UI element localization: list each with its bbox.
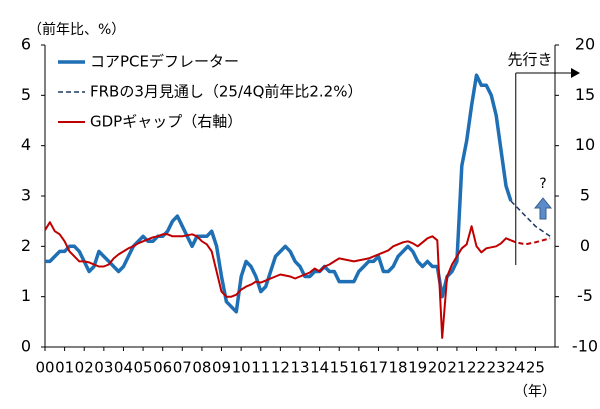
x-tick-label: 17 <box>369 359 388 377</box>
y-tick-label: 5 <box>21 85 31 104</box>
y2-tick-label: 5 <box>580 186 590 205</box>
y-tick-label: 2 <box>21 236 31 255</box>
x-axis-label: （年） <box>514 384 556 400</box>
x-tick-label: 06 <box>153 359 172 377</box>
x-tick-label: 25 <box>526 359 545 377</box>
question-mark: ? <box>539 176 546 192</box>
x-tick-label: 21 <box>447 359 466 377</box>
legend-label: GDPギャップ（右軸） <box>90 113 242 131</box>
y2-tick-label: 0 <box>580 236 590 255</box>
legend-label: コアPCEデフレーター <box>90 53 239 71</box>
x-tick-label: 05 <box>134 359 153 377</box>
x-tick-label: 10 <box>232 359 251 377</box>
y-tick-label: 4 <box>21 135 31 154</box>
forecast-label: 先行き <box>507 51 552 69</box>
x-tick-label: 19 <box>408 359 427 377</box>
y-axis-label: （前年比、%） <box>28 21 125 38</box>
x-tick-label: 04 <box>114 359 133 377</box>
y2-tick-label: 10 <box>575 135 595 154</box>
x-tick-label: 02 <box>75 359 94 377</box>
x-tick-label: 11 <box>251 359 270 377</box>
x-tick-label: 12 <box>271 359 290 377</box>
x-tick-label: 23 <box>487 359 506 377</box>
x-tick-label: 18 <box>389 359 408 377</box>
x-tick-label: 15 <box>330 359 349 377</box>
x-tick-label: 13 <box>290 359 309 377</box>
series-line <box>510 200 551 237</box>
forecast-arrowhead <box>571 68 580 78</box>
up-arrow <box>533 197 553 220</box>
y-tick-label: 6 <box>21 35 31 54</box>
x-tick-label: 14 <box>310 359 329 377</box>
y2-tick-label: -10 <box>572 337 598 356</box>
y2-tick-label: -5 <box>577 286 593 305</box>
x-tick-label: 03 <box>94 359 113 377</box>
y2-tick-label: 15 <box>575 85 595 104</box>
x-tick-label: 01 <box>55 359 74 377</box>
y2-tick-label: 20 <box>575 35 595 54</box>
x-tick-label: 24 <box>506 359 525 377</box>
y-tick-label: 1 <box>21 286 31 305</box>
x-tick-label: 16 <box>349 359 368 377</box>
x-tick-label: 22 <box>467 359 486 377</box>
x-tick-label: 00 <box>35 359 54 377</box>
series-line <box>44 221 512 339</box>
x-tick-label: 09 <box>212 359 231 377</box>
series-line <box>45 73 513 314</box>
x-tick-label: 20 <box>428 359 447 377</box>
series-line <box>510 237 551 246</box>
y-tick-label: 0 <box>21 337 31 356</box>
legend-label: FRBの3月見通し（25/4Q前年比2.2%） <box>90 83 362 101</box>
x-tick-label: 08 <box>192 359 211 377</box>
x-tick-label: 07 <box>173 359 192 377</box>
y-tick-label: 3 <box>21 186 31 205</box>
